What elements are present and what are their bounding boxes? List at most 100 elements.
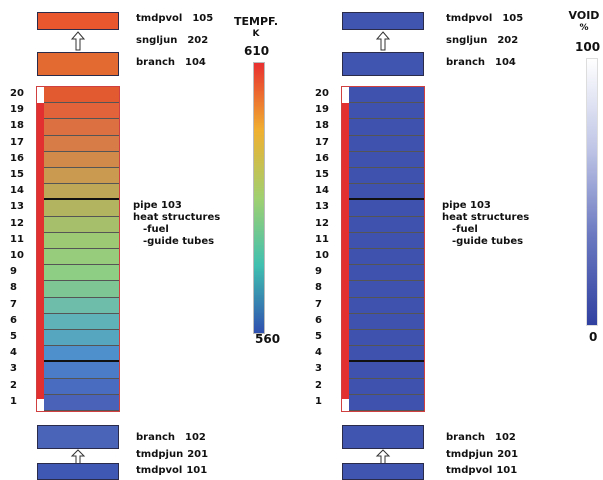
pipe-note-heat: heat structures [133, 212, 221, 223]
pipe-cell-15 [349, 168, 424, 185]
branch-102-label: branch 102 [136, 432, 206, 443]
branch-102-label: branch 102 [446, 432, 516, 443]
cell-number-19: 19 [10, 104, 24, 116]
pipe-cell-7 [44, 297, 119, 314]
cell-number-4: 4 [315, 347, 322, 359]
tmdpvol-101-box [342, 463, 424, 480]
tmdpvol-101-label: tmdpvol 101 [446, 465, 518, 476]
pipe-103 [341, 86, 425, 412]
void-scale-min: 0 [589, 330, 598, 344]
pipe-cell-18 [349, 119, 424, 136]
pipe-cell-2 [349, 378, 424, 395]
pipe-cell-1 [44, 394, 119, 411]
pipe-cell-12 [349, 216, 424, 233]
void-panel: tmdpvol 105 sngljun 202 branch 104 20 19 18 17… [305, 0, 603, 480]
tmdpvol-105-label: tmdpvol 105 [446, 13, 524, 24]
pipe-cell-5 [349, 330, 424, 347]
temp-scale-max: 610 [244, 44, 270, 58]
pipe-note-title: pipe 103 [442, 200, 491, 211]
cell-number-6: 6 [315, 314, 322, 326]
pipe-cell-8 [44, 281, 119, 298]
pipe-103 [36, 86, 120, 412]
up-arrow-icon [70, 31, 86, 51]
pipe-cell-14 [44, 184, 119, 201]
cell-number-7: 7 [10, 298, 17, 310]
cell-number-17: 17 [10, 136, 24, 148]
pipe-cell-4 [44, 346, 119, 363]
cell-number-14: 14 [315, 185, 329, 197]
cell-number-15: 15 [10, 169, 24, 180]
pipe-cell-10 [44, 249, 119, 266]
cell-number-9: 9 [315, 266, 322, 278]
pipe-note-heat: heat structures [442, 212, 530, 223]
temp-color-scale [253, 62, 265, 334]
tmdpvol-105-label: tmdpvol 105 [136, 13, 214, 24]
pipe-cell-6 [349, 313, 424, 330]
pipe-note-title: pipe 103 [133, 200, 182, 211]
cell-number-2: 2 [10, 379, 17, 391]
branch-102-box [342, 425, 424, 449]
cell-number-8: 8 [10, 282, 17, 294]
sngljun-202-label: sngljun 202 [446, 35, 519, 46]
pipe-cell-17 [349, 135, 424, 152]
cell-number-11: 11 [315, 233, 329, 245]
cell-number-3: 3 [315, 363, 322, 375]
cell-number-18: 18 [10, 120, 24, 132]
pipe-cell-6 [44, 313, 119, 330]
cell-number-20: 20 [10, 88, 24, 99]
pipe-cell-16 [349, 151, 424, 168]
cell-number-1: 1 [315, 395, 322, 407]
temperature-panel: tmdpvol 105 sngljun 202 branch 104 20 19 18 17… [0, 0, 300, 480]
void-scale-max: 100 [575, 40, 601, 54]
cell-number-11: 11 [10, 233, 24, 245]
pipe-note: pipe 103 heat structures -fuel -guide tu… [442, 200, 529, 248]
cell-number-19: 19 [315, 104, 329, 116]
pipe-cell-16 [44, 151, 119, 168]
pipe-cell-17 [44, 135, 119, 152]
void-color-scale [586, 58, 598, 326]
cell-number-6: 6 [10, 314, 17, 326]
pipe-note-guide: -guide tubes [452, 236, 524, 247]
pipe-cell-14 [349, 184, 424, 201]
pipe-cell-12 [44, 216, 119, 233]
pipe-cell-3 [44, 362, 119, 379]
pipe-cell-13 [44, 200, 119, 217]
branch-104-label: branch 104 [446, 57, 516, 68]
cell-number-5: 5 [10, 331, 17, 342]
branch-104-box [342, 52, 424, 76]
cell-number-20: 20 [315, 88, 329, 99]
pipe-cell-19 [349, 103, 424, 120]
temp-scale-title: TEMPF. K [234, 15, 279, 40]
sngljun-202-label: sngljun 202 [136, 35, 209, 46]
pipe-cell-9 [349, 265, 424, 282]
tmdpvol-105-box [37, 12, 119, 30]
pipe-cell-11 [44, 232, 119, 249]
cell-number-2: 2 [315, 379, 322, 391]
pipe-note-fuel: -fuel [452, 224, 478, 235]
pipe-cell-1 [349, 394, 424, 411]
cell-number-12: 12 [315, 217, 329, 229]
pipe-cell-9 [44, 265, 119, 282]
pipe-note: pipe 103 heat structures -fuel -guide tu… [133, 200, 220, 248]
cell-number-12: 12 [10, 217, 24, 229]
pipe-cell-3 [349, 362, 424, 379]
cell-number-13: 13 [315, 201, 329, 213]
temp-scale-min: 560 [255, 332, 281, 346]
cell-number-9: 9 [10, 266, 17, 278]
cell-number-1: 1 [10, 395, 17, 407]
branch-104-box [37, 52, 119, 76]
up-arrow-icon [375, 31, 391, 51]
cell-number-17: 17 [315, 136, 329, 148]
cell-number-3: 3 [10, 363, 17, 375]
cell-number-14: 14 [10, 185, 24, 197]
pipe-note-fuel: -fuel [143, 224, 169, 235]
cell-number-8: 8 [315, 282, 322, 294]
cell-number-13: 13 [10, 201, 24, 213]
tmdpvol-105-box [342, 12, 424, 30]
tmdpjun-201-label: tmdpjun 201 [136, 449, 209, 460]
cell-number-7: 7 [315, 298, 322, 310]
cell-number-16: 16 [10, 152, 24, 164]
tmdpjun-201-label: tmdpjun 201 [446, 449, 519, 460]
cell-number-10: 10 [10, 250, 24, 261]
pipe-cell-20 [349, 87, 424, 104]
